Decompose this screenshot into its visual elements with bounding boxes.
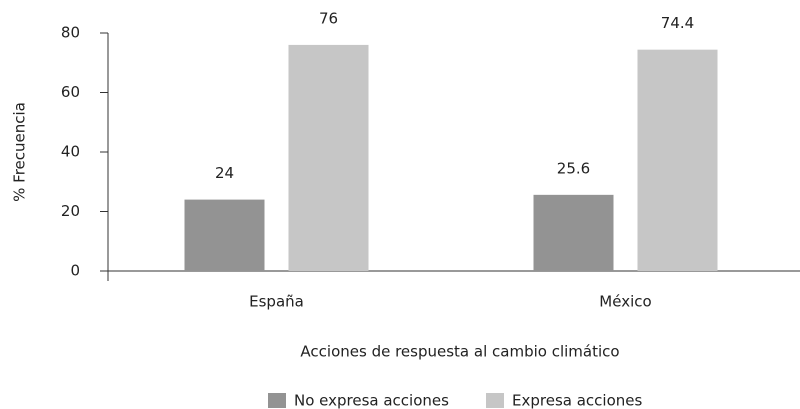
data-label: 24	[215, 164, 234, 182]
data-label: 25.6	[557, 159, 590, 177]
x-tick-label: España	[249, 293, 304, 311]
y-axis-title: % Frecuencia	[11, 102, 29, 202]
data-label: 74.4	[661, 14, 694, 32]
y-tick-label: 60	[61, 83, 80, 101]
legend-label: No expresa acciones	[294, 392, 449, 409]
y-tick-label: 80	[61, 24, 80, 42]
bar	[533, 194, 614, 271]
bar	[184, 199, 265, 271]
legend-swatch	[268, 393, 286, 408]
data-label: 76	[319, 9, 338, 27]
y-tick-label: 0	[70, 262, 80, 280]
legend-swatch	[486, 393, 504, 408]
bar	[288, 44, 369, 272]
x-tick-label: México	[599, 293, 651, 311]
y-tick-label: 40	[61, 143, 80, 161]
y-tick-label: 20	[61, 202, 80, 220]
x-axis-title: Acciones de respuesta al cambio climátic…	[300, 343, 619, 361]
bar	[637, 49, 718, 271]
legend-label: Expresa acciones	[512, 392, 642, 409]
